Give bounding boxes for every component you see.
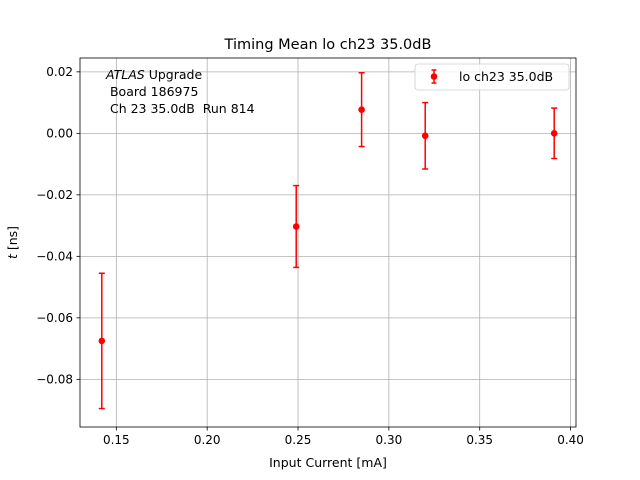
data-point (421, 101, 429, 170)
data-marker (358, 106, 365, 113)
data-point (358, 72, 365, 148)
x-axis-label: Input Current [mA] (269, 455, 387, 470)
y-axis-label: t [ns] (5, 226, 20, 259)
data-series (98, 72, 558, 410)
x-tick-label: 0.35 (466, 433, 493, 447)
annotation-upgrade: Upgrade (145, 67, 203, 82)
y-tick-label: 0.00 (46, 127, 73, 141)
data-marker (550, 130, 558, 137)
legend-label: lo ch23 35.0dB (459, 69, 553, 84)
y-tick-label: −0.08 (36, 373, 73, 387)
annotation-channel-run: Ch 23 35.0dB Run 814 (106, 101, 255, 116)
annotation-board: Board 186975 (106, 84, 198, 99)
atlas-annotation: ATLAS Upgrade Board 186975 Ch 23 35.0dB … (105, 67, 255, 116)
x-tick-label: 0.20 (194, 433, 221, 447)
data-marker (98, 337, 106, 345)
plot-frame (79, 57, 577, 428)
chart-title: Timing Mean lo ch23 35.0dB (224, 37, 432, 53)
grid (80, 58, 576, 427)
y-tick-label: 0.02 (46, 65, 73, 79)
x-tick-label: 0.15 (103, 433, 130, 447)
data-marker (292, 223, 300, 230)
annotation-atlas: ATLAS (105, 67, 145, 82)
data-marker (421, 132, 429, 140)
svg-text:ATLAS Upgrade: ATLAS Upgrade (105, 67, 202, 82)
y-tick-label: −0.04 (36, 250, 73, 264)
legend-box (414, 63, 570, 91)
x-tick-label: 0.30 (376, 433, 403, 447)
data-point (292, 184, 300, 269)
x-tick-label: 0.25 (285, 433, 312, 447)
y-tick-label: −0.06 (36, 311, 73, 325)
axis-ticks: 0.15 0.20 0.25 0.30 0.35 0.40 −0.08 −0.06 −0.04 −… (36, 65, 584, 447)
y-axis-label-symbol: t (5, 253, 20, 259)
y-tick-label: −0.02 (36, 188, 73, 202)
x-tick-label: 0.40 (557, 433, 584, 447)
y-axis-label-unit: [ns] (5, 226, 20, 254)
legend-marker-dot (430, 73, 438, 80)
data-point (98, 272, 106, 410)
legend: lo ch23 35.0dB (414, 63, 570, 91)
data-point (550, 107, 558, 160)
